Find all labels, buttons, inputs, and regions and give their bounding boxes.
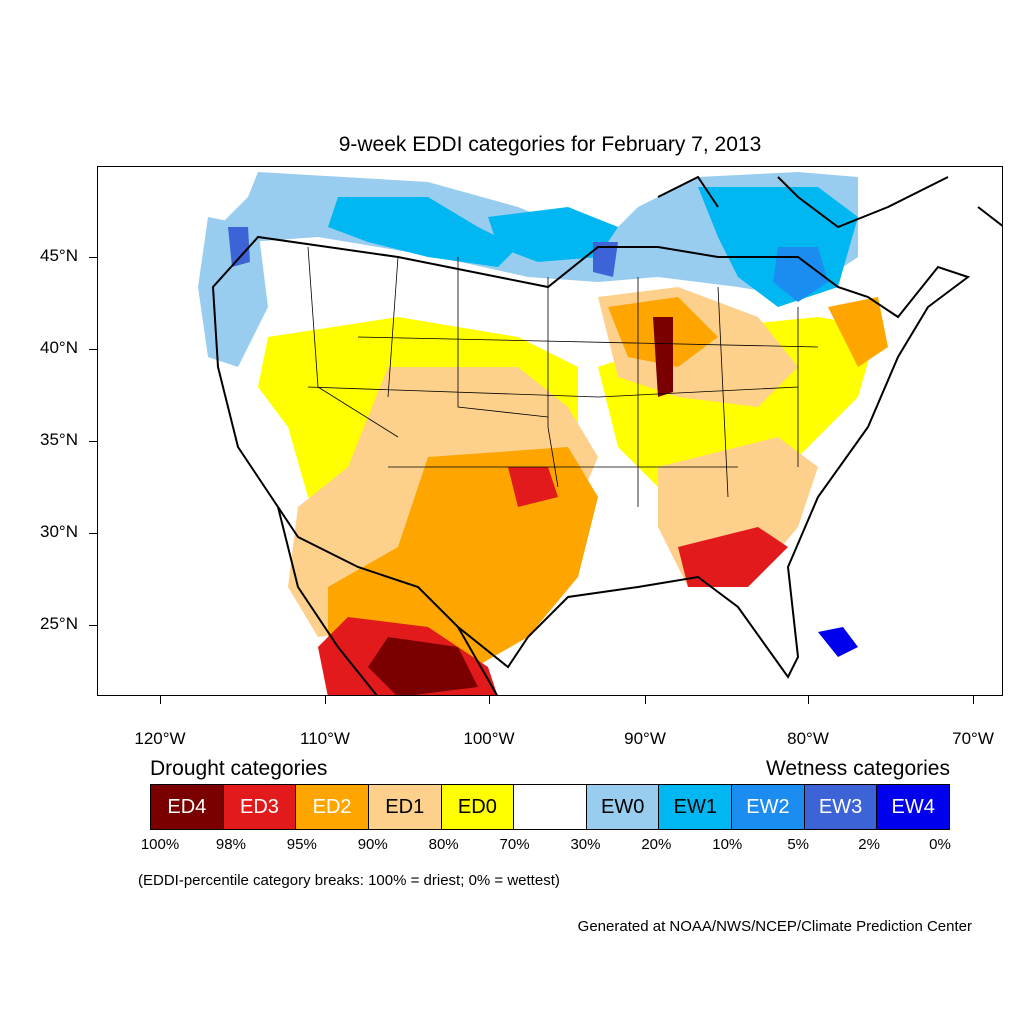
mexico-ed4-region [368, 637, 478, 695]
lat-tick [89, 533, 97, 534]
lon-tick [325, 696, 326, 704]
pct-label: 5% [787, 836, 810, 853]
lat-label-30: 30°N [40, 522, 78, 541]
lat-tick [89, 349, 97, 350]
lat-tick [89, 625, 97, 626]
lat-label-40: 40°N [40, 338, 78, 357]
legend-box-ed2: ED2 [296, 785, 369, 829]
pct-label: 98% [215, 836, 246, 853]
legend-box-ew1: EW1 [659, 785, 733, 829]
pct-label: 80% [428, 836, 459, 853]
bahamas-wet [818, 627, 858, 657]
legend-box-ed1: ED1 [368, 785, 442, 829]
quebec-strong-wet [773, 247, 828, 302]
pct-label: 30% [570, 836, 601, 853]
legend-box-neutral [514, 785, 587, 829]
lat-label-45: 45°N [40, 246, 78, 265]
category-note: (EDDI-percentile category breaks: 100% =… [138, 872, 560, 889]
lat-label-25: 25°N [40, 614, 78, 633]
texas-ed3 [508, 467, 558, 507]
pct-label: 70% [499, 836, 530, 853]
legend-box-ew0: EW0 [586, 785, 660, 829]
southeast-ed3 [678, 527, 788, 587]
us-outline [211, 235, 971, 679]
lon-label-120: 120°W [134, 729, 186, 748]
map-outlines [211, 175, 1002, 695]
lon-label-110: 110°W [300, 729, 350, 748]
state-borders [307, 246, 819, 507]
map-title: 9-week EDDI categories for February 7, 2… [338, 133, 762, 156]
lon-label-90: 90°W [624, 729, 666, 748]
ontario-wet-region [488, 207, 618, 262]
pct-label: 20% [641, 836, 672, 853]
canada-coast [657, 175, 1002, 229]
legend-box-ed3: ED3 [223, 785, 297, 829]
pacific-nw-strong-wet [228, 227, 250, 267]
drought-regions [258, 287, 888, 695]
pct-label: 100% [140, 836, 180, 853]
lon-label-100: 100°W [463, 729, 515, 748]
pct-label: 2% [858, 836, 880, 853]
legend-box-ew4: EW4 [877, 785, 950, 829]
pct-label: 90% [357, 836, 388, 853]
lon-label-70: 70°W [952, 729, 994, 748]
lon-tick [645, 696, 646, 704]
pct-label: 0% [929, 836, 951, 853]
lon-tick [973, 696, 974, 704]
legend-box-ew3: EW3 [804, 785, 878, 829]
wetness-heading: Wetness categories [765, 757, 950, 780]
lat-tick [89, 441, 97, 442]
mexico-outline [277, 506, 499, 695]
credit-line: Generated at NOAA/NWS/NCEP/Climate Predi… [577, 918, 972, 935]
lon-tick [160, 696, 161, 704]
pct-label: 95% [286, 836, 317, 853]
lat-label-35: 35°N [40, 430, 78, 449]
lon-label-80: 80°W [787, 729, 829, 748]
pct-label: 10% [712, 836, 743, 853]
drought-heading: Drought categories [150, 757, 328, 780]
legend-box-ed4: ED4 [151, 785, 224, 829]
northeast-ed2 [828, 297, 888, 367]
map-canvas [198, 172, 1002, 695]
legend-bar: ED4 ED3 ED2 ED1 ED0 EW0 EW1 EW2 EW3 EW4 [150, 784, 950, 830]
montana-wet-region [328, 197, 518, 267]
lakeshore-wet [593, 242, 618, 277]
lake-michigan-ed4 [653, 317, 673, 397]
lon-tick [489, 696, 490, 704]
eddi-map [97, 166, 1003, 696]
legend-box-ew2: EW2 [732, 785, 805, 829]
lon-tick [808, 696, 809, 704]
legend-box-ed0: ED0 [441, 785, 515, 829]
lat-tick [89, 257, 97, 258]
